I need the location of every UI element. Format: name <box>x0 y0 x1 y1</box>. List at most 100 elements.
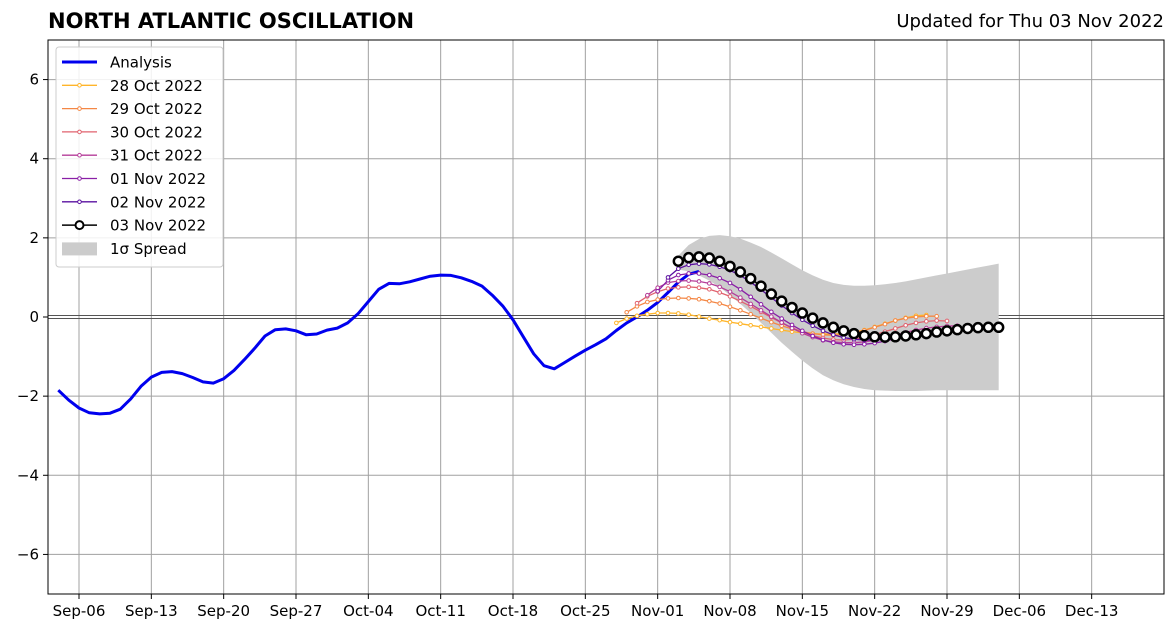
legend-label: 31 Oct 2022 <box>110 147 203 165</box>
forecast-point <box>779 327 784 333</box>
forecast-point <box>682 251 695 264</box>
forecast-point <box>893 318 898 323</box>
forecast-point <box>769 314 774 319</box>
forecast-point <box>665 310 671 316</box>
forecast-point <box>748 294 753 300</box>
updated-label: Updated for Thu 03 Nov 2022 <box>896 11 1164 32</box>
forecast-point <box>624 316 629 321</box>
forecast-point <box>655 310 660 316</box>
forecast-point <box>934 313 939 319</box>
forecast-point <box>893 326 898 331</box>
analysis-layer <box>57 270 700 416</box>
x-tick-label: Dec-06 <box>993 602 1047 620</box>
spread-band <box>678 235 999 391</box>
forecast-point <box>944 318 950 324</box>
analysis-line <box>57 270 700 416</box>
forecast-point <box>717 301 722 306</box>
tick-layer: Sep-06 Sep-13 Sep-20 Sep-27 Oct-04 Oct-11 Oct-… <box>17 71 1119 620</box>
legend-label: 28 Oct 2022 <box>110 77 203 95</box>
y-tick-label: 0 <box>29 308 39 326</box>
spread-layer <box>678 235 999 391</box>
x-tick-label: Nov-01 <box>631 602 684 620</box>
forecast-point <box>775 295 788 307</box>
forecast-series <box>672 251 1005 343</box>
forecast-point <box>717 290 722 295</box>
forecast-point <box>676 272 681 278</box>
forecast-point <box>738 298 743 304</box>
forecast-point <box>862 342 867 347</box>
forecast-point <box>676 278 681 284</box>
y-tick-label: −2 <box>17 387 39 405</box>
forecast-point <box>868 331 881 343</box>
forecast-point <box>769 326 774 331</box>
forecast-point <box>734 266 747 278</box>
forecast-point <box>779 316 784 321</box>
forecast-point <box>655 288 660 294</box>
y-tick-label: 4 <box>29 150 39 168</box>
x-tick-label: Oct-04 <box>343 602 393 620</box>
forecast-point <box>769 309 774 315</box>
y-tick-label: −6 <box>17 545 39 563</box>
forecast-point <box>696 285 702 291</box>
legend-marker <box>77 152 82 158</box>
forecast-point <box>748 311 753 317</box>
forecast-point <box>707 287 712 292</box>
forecast-point <box>831 332 836 338</box>
forecast-point <box>717 284 722 290</box>
forecast-point <box>831 340 836 346</box>
y-tick-label: 2 <box>29 229 39 247</box>
grid-layer <box>48 40 1164 594</box>
forecast-point <box>765 288 778 300</box>
forecast-point <box>696 296 702 302</box>
forecast-point <box>910 329 922 341</box>
x-tick-label: Oct-25 <box>560 602 610 620</box>
forecast-point <box>696 314 702 319</box>
forecast-point <box>707 298 712 304</box>
forecast-point <box>645 292 650 298</box>
forecast-point <box>748 301 753 307</box>
forecast-point <box>614 320 619 326</box>
forecast-point <box>820 337 826 343</box>
forecast-point <box>924 313 929 319</box>
forecast-point <box>800 328 805 334</box>
forecast-point <box>755 280 767 292</box>
forecast-point <box>858 329 871 342</box>
forecast-point <box>686 284 691 290</box>
forecast-point <box>820 328 826 334</box>
x-tick-label: Sep-27 <box>270 602 323 620</box>
forecast-point <box>758 307 764 313</box>
chart-title: NORTH ATLANTIC OSCILLATION <box>48 9 415 33</box>
forecast-point <box>748 323 753 328</box>
legend-item: 28 Oct 2022 <box>62 77 203 95</box>
legend-item: 30 Oct 2022 <box>62 123 203 141</box>
forecast-point <box>686 278 691 283</box>
x-tick-label: Sep-20 <box>197 602 250 620</box>
forecast-point <box>686 262 691 268</box>
legend-label: 1σ Spread <box>110 240 187 258</box>
forecast-point <box>992 321 1005 334</box>
x-tick-label: Nov-15 <box>776 602 829 620</box>
legend-item: Analysis <box>62 54 172 72</box>
legend-item: 29 Oct 2022 <box>62 100 203 118</box>
forecast-point <box>903 315 908 321</box>
forecast-point <box>717 317 722 323</box>
forecast-point <box>972 321 984 334</box>
forecast-point <box>941 325 953 337</box>
forecast-point <box>758 302 764 307</box>
forecast-point <box>930 326 943 338</box>
legend-item: 01 Nov 2022 <box>62 170 206 188</box>
legend-item: 03 Nov 2022 <box>62 217 206 235</box>
forecast-point <box>920 327 933 340</box>
forecast-point <box>796 307 809 319</box>
legend-marker <box>77 199 82 205</box>
forecast-point <box>696 279 702 284</box>
legend-swatch <box>62 242 97 256</box>
legend-label: 01 Nov 2022 <box>110 170 206 188</box>
forecast-point <box>924 319 929 324</box>
forecast-point <box>982 321 995 334</box>
forecast-layer <box>614 251 1005 348</box>
forecast-point <box>634 313 640 319</box>
forecast-point <box>727 280 733 286</box>
forecast-point <box>676 311 681 316</box>
